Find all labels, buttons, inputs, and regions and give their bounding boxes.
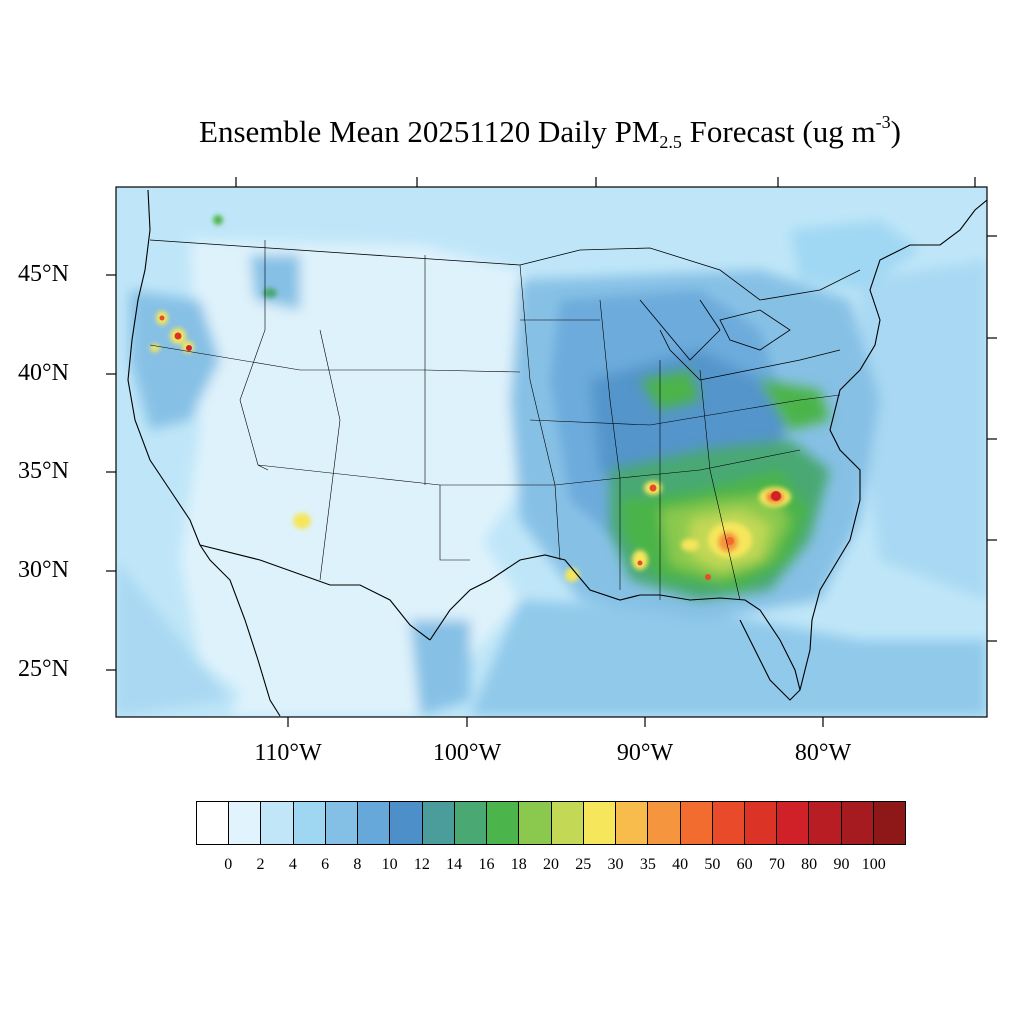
lon-label-80w: 80°W <box>794 740 852 766</box>
colorbar-tick-label: 90 <box>833 856 850 873</box>
tick-marks <box>106 177 997 727</box>
colorbar-tick-label: 6 <box>321 856 330 873</box>
colorbar-swatch <box>712 802 745 844</box>
colorbar-swatch <box>325 802 359 844</box>
colorbar-tick-label: 14 <box>446 856 463 873</box>
colorbar-tick-label: 18 <box>510 856 527 873</box>
lon-label-90w: 90°W <box>616 740 674 766</box>
colorbar-swatch <box>390 802 423 844</box>
colorbar-swatch <box>454 802 488 844</box>
lat-label-25n: 25°N <box>18 656 69 682</box>
colorbar-swatch <box>551 802 584 844</box>
colorbar-labels: 0 2 4 6 8 10 12 14 16 18 20 25 30 35 40 50 60 70 80 90 100 <box>196 856 906 876</box>
lat-label-35n: 35°N <box>18 458 69 484</box>
colorbar-swatch <box>616 802 649 844</box>
colorbar-tick-label: 40 <box>672 856 689 873</box>
colorbar-tick-label: 10 <box>381 856 398 873</box>
map-title: Ensemble Mean 20251120 Daily PM2.5 Forec… <box>0 112 1024 153</box>
colorbar-tick-label: 100 <box>861 856 886 873</box>
colorbar-swatch <box>873 802 906 844</box>
colorbar-tick-label: 16 <box>478 856 495 873</box>
colorbar-swatch <box>358 802 391 844</box>
lat-label-40n: 40°N <box>18 360 69 386</box>
colorbar-tick-label: 30 <box>607 856 624 873</box>
title-end: ) <box>890 114 901 149</box>
colorbar-tick-label: 25 <box>575 856 592 873</box>
colorbar-tick-label: 4 <box>288 856 297 873</box>
colorbar-swatch <box>744 802 778 844</box>
title-mid: Forecast (ug m <box>681 114 876 149</box>
lon-label-100w: 100°W <box>432 740 502 766</box>
colorbar-swatch <box>487 802 520 844</box>
colorbar-tick-label: 50 <box>704 856 721 873</box>
map-frame <box>115 186 988 718</box>
colorbar-swatch <box>422 802 455 844</box>
colorbar-swatch <box>583 802 617 844</box>
colorbar-tick-label: 0 <box>224 856 233 873</box>
colorbar-swatch <box>519 802 552 844</box>
colorbar-tick-label: 12 <box>413 856 430 873</box>
colorbar-tick-label: 20 <box>543 856 559 873</box>
coastline-and-borders <box>127 189 987 717</box>
title-main: Ensemble Mean 20251120 Daily PM <box>199 114 660 149</box>
colorbar-swatch <box>648 802 681 844</box>
colorbar-tick-label: 60 <box>736 856 753 873</box>
title-superscript: -3 <box>875 112 891 132</box>
colorbar-swatch <box>777 802 810 844</box>
colorbar-swatch <box>293 802 326 844</box>
colorbar-swatch <box>229 802 262 844</box>
lat-label-45n: 45°N <box>18 261 69 287</box>
lon-label-110w: 110°W <box>254 740 322 766</box>
colorbar-tick-label: 8 <box>353 856 362 873</box>
lat-label-30n: 30°N <box>18 557 69 583</box>
colorbar-swatch <box>680 802 713 844</box>
colorbar-tick-label: 80 <box>801 856 818 873</box>
colorbar <box>196 801 906 845</box>
colorbar-tick-label: 70 <box>768 856 785 873</box>
colorbar-swatch <box>841 802 874 844</box>
colorbar-swatch <box>809 802 842 844</box>
colorbar-swatch <box>261 802 294 844</box>
colorbar-tick-label: 35 <box>639 856 656 873</box>
colorbar-swatch <box>197 802 230 844</box>
concentration-field <box>116 187 987 717</box>
colorbar-tick-label: 2 <box>256 856 265 873</box>
title-subscript: 2.5 <box>659 132 682 152</box>
